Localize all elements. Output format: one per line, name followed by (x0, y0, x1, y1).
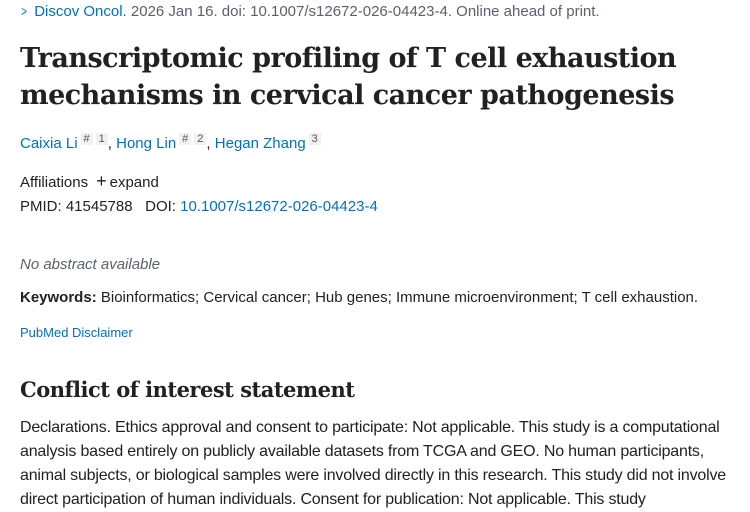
author-link[interactable]: Hong Lin (116, 135, 177, 152)
affiliations-label: Affiliations (20, 174, 89, 191)
doi-link[interactable]: 10.1007/s12672-026-04423-4 (180, 198, 378, 215)
coi-heading: Conflict of interest statement (20, 377, 355, 402)
affiliation-ref[interactable]: 1 (95, 133, 108, 145)
doi-label: DOI: (145, 198, 176, 215)
affiliation-ref[interactable]: 2 (194, 133, 207, 145)
keywords-text: Bioinformatics; Cervical cancer; Hub gen… (96, 289, 699, 306)
affiliations-toggle[interactable]: Affiliations + expand (20, 171, 159, 192)
citation: > Discov Oncol. 2026 Jan 16. doi: 10.1007… (20, 3, 600, 20)
journal-link[interactable]: Discov Oncol. (34, 3, 127, 20)
citation-details: 2026 Jan 16. doi: 10.1007/s12672-026-044… (126, 3, 600, 20)
coi-text: Declarations. Ethics approval and consen… (20, 419, 726, 508)
equal-contrib-mark[interactable]: # (80, 133, 93, 145)
affiliation-ref[interactable]: 3 (308, 133, 321, 145)
pmid-value: 41545788 (65, 198, 133, 215)
author-link[interactable]: Caixia Li (20, 135, 78, 152)
pmid-label: PMID: (20, 198, 62, 215)
expand-label[interactable]: expand (109, 174, 159, 191)
identifiers: PMID: 41545788 DOI: 10.1007/s12672-026-0… (20, 198, 378, 215)
equal-contrib-mark[interactable]: # (179, 133, 192, 145)
author-link[interactable]: Hegan Zhang (214, 135, 306, 152)
authors-list: Caixia Li #1, Hong Lin #2, Hegan Zhang 3 (20, 133, 321, 152)
keywords: Keywords: Bioinformatics; Cervical cance… (20, 289, 698, 306)
chevron-right-icon[interactable]: > (21, 3, 27, 19)
pubmed-disclaimer-link[interactable]: PubMed Disclaimer (20, 325, 133, 340)
plus-icon: + (96, 171, 107, 191)
keywords-label: Keywords: (20, 289, 97, 306)
no-abstract-note: No abstract available (20, 256, 161, 273)
page-title: Transcriptomic profiling of T cell exhau… (20, 43, 677, 111)
